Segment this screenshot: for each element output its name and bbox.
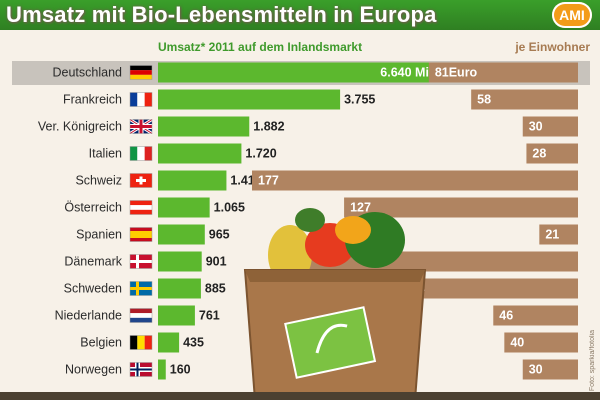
- per-capita-bar: [252, 170, 578, 191]
- bio-shopping-bag-illustration: [243, 208, 427, 400]
- country-label: Ver. Königreich: [38, 120, 122, 134]
- per-capita-bar: [344, 197, 578, 218]
- per-capita-value-label: 40: [510, 336, 524, 350]
- leaf-illustration: [295, 208, 325, 232]
- country-label: Schweiz: [75, 174, 122, 188]
- sales-bar: [158, 116, 250, 137]
- per-capita-value-label: 46: [499, 309, 513, 323]
- sales-bar: [158, 251, 202, 272]
- sales-value-label: 3.755: [344, 93, 375, 107]
- country-label: Niederlande: [55, 309, 122, 323]
- per-capita-value-label: 177: [258, 174, 279, 188]
- flag-nl-icon: [129, 308, 153, 323]
- sales-bar: [158, 170, 227, 191]
- per-capita-bar: [493, 305, 578, 326]
- sales-bar: [158, 359, 166, 380]
- country-label: Österreich: [64, 201, 122, 215]
- title-bar: [0, 0, 600, 30]
- country-label: Dänemark: [64, 255, 122, 269]
- chart-subtitle: Umsatz* 2011 auf dem Inlandsmarkt: [158, 40, 363, 54]
- country-label: Italien: [89, 147, 122, 161]
- flag-no-icon: [129, 362, 153, 377]
- sales-value-label: 965: [209, 228, 230, 242]
- sales-bar: [158, 89, 341, 110]
- flag-gb-icon: [129, 118, 153, 135]
- country-label: Schweden: [64, 282, 122, 296]
- sales-value-label: 1.882: [253, 120, 284, 134]
- flag-ch-icon: [129, 173, 153, 188]
- flag-es-icon: [129, 227, 153, 242]
- sales-value-label: 885: [205, 282, 226, 296]
- flag-at-icon: [129, 200, 153, 215]
- flag-it-icon: [129, 146, 153, 161]
- flag-de-icon: [129, 65, 153, 80]
- per-capita-bar: [471, 89, 578, 110]
- per-capita-value-label: 127: [350, 201, 371, 215]
- country-label: Spanien: [76, 228, 122, 242]
- per-capita-value-label: 30: [529, 363, 543, 377]
- sales-bar: [158, 62, 480, 83]
- per-capita-bar: [428, 62, 578, 83]
- per-capita-bar: [522, 116, 578, 137]
- sales-bar: [158, 332, 180, 353]
- pepper-illustration: [335, 216, 371, 244]
- per-capita-value-label: 58: [477, 93, 491, 107]
- per-capita-label: je Einwohner: [515, 40, 590, 54]
- per-capita-bar: [539, 224, 578, 245]
- country-label: Belgien: [80, 336, 122, 350]
- flag-be-icon: [129, 335, 153, 350]
- bag-rim: [245, 270, 425, 282]
- per-capita-value-label: 28: [532, 147, 546, 161]
- eu-organic-logo: [284, 306, 377, 379]
- country-label: Frankreich: [63, 93, 122, 107]
- page-title: Umsatz mit Bio-Lebensmitteln in Europa: [6, 2, 437, 27]
- sales-bar: [158, 143, 242, 164]
- per-capita-bar: [526, 143, 578, 164]
- sales-bar: [158, 305, 195, 326]
- sales-value-label: 1.065: [214, 201, 245, 215]
- photo-credit: Foto: sparkia/fotolia: [589, 330, 596, 392]
- sales-value-label: 160: [170, 363, 191, 377]
- flag-dk-icon: [129, 254, 153, 269]
- country-label: Norwegen: [65, 363, 122, 377]
- sales-value-label: 1.720: [245, 147, 276, 161]
- country-label: Deutschland: [53, 66, 123, 80]
- sales-value-label: 435: [183, 336, 204, 350]
- flag-se-icon: [129, 281, 153, 296]
- eu-organic-leaf-icon: [315, 323, 348, 354]
- per-capita-value-label: 21: [545, 228, 559, 242]
- flag-fr-icon: [129, 92, 153, 107]
- per-capita-bar: [404, 278, 578, 299]
- sales-bar: [158, 197, 210, 218]
- sales-bar: [158, 224, 205, 245]
- sales-value-label: 761: [199, 309, 220, 323]
- per-capita-value-label: 30: [529, 120, 543, 134]
- sales-value-label: 901: [206, 255, 227, 269]
- per-capita-bar: [522, 359, 578, 380]
- per-capita-bar: [504, 332, 578, 353]
- sales-bar: [158, 278, 201, 299]
- ami-logo: AMI: [552, 2, 592, 28]
- bottom-strip: [0, 392, 600, 400]
- per-capita-value-label: 81Euro: [435, 66, 478, 80]
